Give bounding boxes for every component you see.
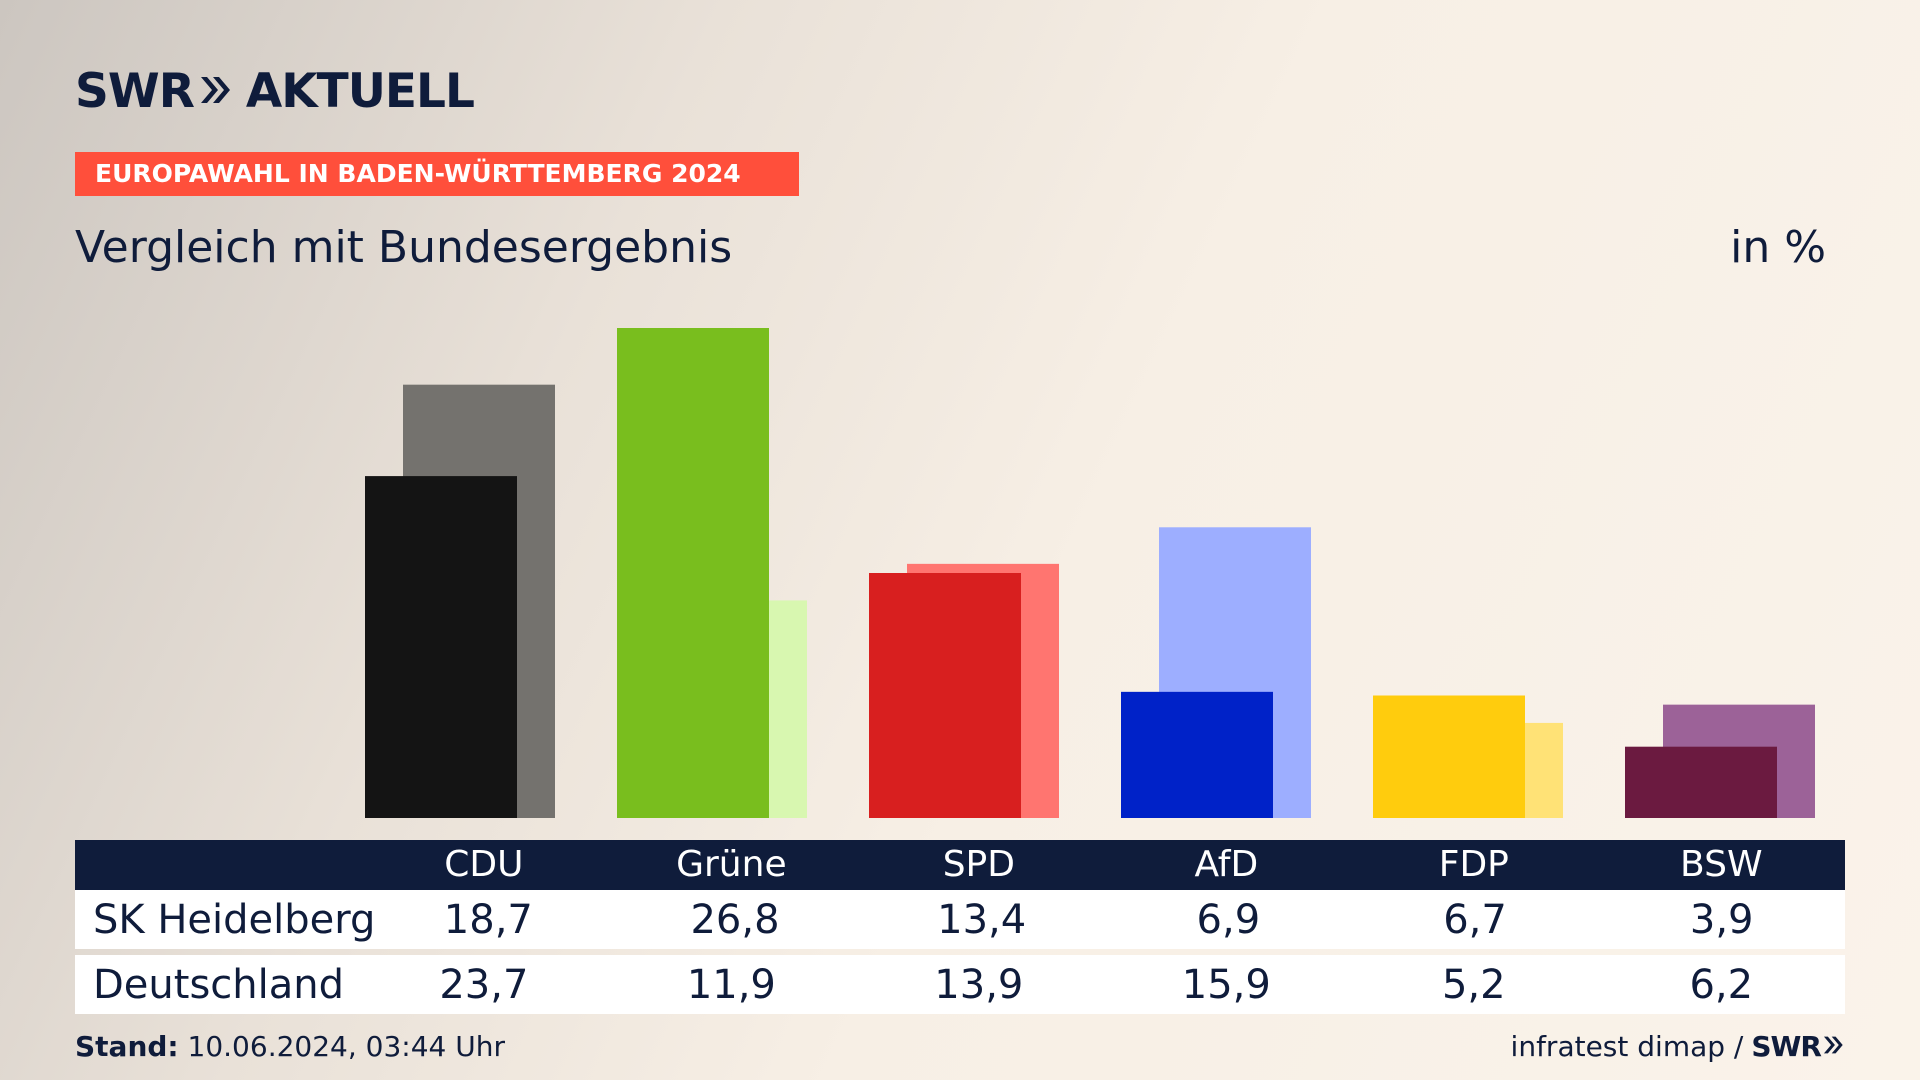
- bar-heidelberg-fdp: [1373, 695, 1525, 818]
- double-chevron-icon: [198, 68, 232, 115]
- footer-chevron-icon: [1821, 1030, 1845, 1063]
- row-label-deutschland: Deutschland: [93, 961, 344, 1008]
- logo-product: AKTUELL: [245, 64, 475, 119]
- value-deutschland-bsw: 6,2: [1689, 961, 1754, 1008]
- party-header-spd: SPD: [942, 844, 1015, 885]
- value-heidelberg-cdu: 18,7: [443, 896, 533, 943]
- value-heidelberg-gruene: 26,8: [690, 896, 780, 943]
- source-text: infratest dimap /: [1510, 1030, 1744, 1063]
- table-row-heidelberg: SK Heidelberg 18,7 26,8 13,4 6,9 6,7 3,9: [75, 890, 1845, 949]
- swr-aktuell-logo: SWR AKTUELL: [75, 64, 475, 119]
- table-row-deutschland: Deutschland 23,7 11,9 13,9 15,9 5,2 6,2: [75, 955, 1845, 1014]
- value-deutschland-spd: 13,9: [934, 961, 1024, 1008]
- party-header-gruene: Grüne: [676, 844, 787, 885]
- footer-swr-brand: SWR: [1751, 1030, 1822, 1063]
- value-heidelberg-spd: 13,4: [937, 896, 1027, 943]
- party-header-afd: AfD: [1194, 844, 1259, 885]
- results-table: CDU Grüne SPD AfD FDP BSW SK Heidelberg …: [75, 840, 1845, 1014]
- row-label-heidelberg: SK Heidelberg: [93, 896, 376, 943]
- logo-brand: SWR: [75, 64, 195, 119]
- party-header-fdp: FDP: [1438, 844, 1509, 885]
- party-header-bsw: BSW: [1680, 844, 1763, 885]
- bar-heidelberg-afd: [1121, 691, 1273, 818]
- timestamp-footer: Stand: 10.06.2024, 03:44 Uhr: [75, 1030, 505, 1063]
- bar-heidelberg-gruene: [617, 328, 769, 818]
- bar-heidelberg-spd: [869, 573, 1021, 818]
- header-spacer: [75, 840, 360, 890]
- stand-label: Stand:: [75, 1030, 179, 1063]
- unit-label: in %: [1730, 222, 1826, 273]
- table-header-row: CDU Grüne SPD AfD FDP BSW: [75, 840, 1845, 890]
- election-tagline: EUROPAWAHL IN BADEN-WÜRTTEMBERG 2024: [75, 152, 799, 196]
- bar-heidelberg-cdu: [365, 476, 517, 818]
- value-deutschland-afd: 15,9: [1181, 961, 1271, 1008]
- bar-heidelberg-bsw: [1625, 746, 1777, 818]
- stand-value: 10.06.2024, 03:44 Uhr: [187, 1030, 505, 1063]
- party-header-cdu: CDU: [444, 844, 524, 885]
- value-heidelberg-afd: 6,9: [1196, 896, 1261, 943]
- source-footer: infratest dimap / SWR: [1511, 1030, 1845, 1063]
- value-heidelberg-fdp: 6,7: [1443, 896, 1507, 943]
- value-heidelberg-bsw: 3,9: [1689, 896, 1754, 943]
- value-deutschland-cdu: 23,7: [439, 961, 529, 1008]
- value-deutschland-gruene: 11,9: [686, 961, 776, 1008]
- chart-subtitle: Vergleich mit Bundesergebnis: [75, 222, 733, 273]
- value-deutschland-fdp: 5,2: [1441, 961, 1506, 1008]
